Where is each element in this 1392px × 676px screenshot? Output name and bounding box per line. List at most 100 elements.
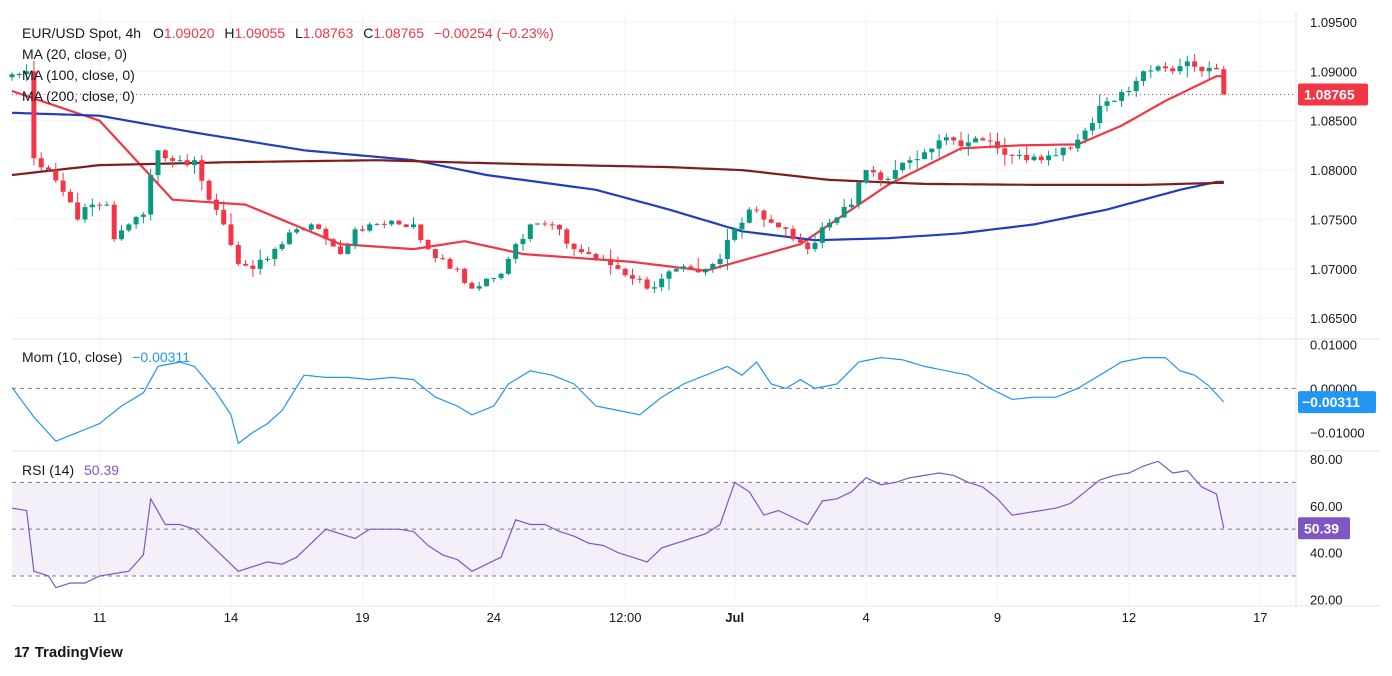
candle-body xyxy=(1133,80,1139,92)
candle-body xyxy=(710,264,716,269)
rsi-line xyxy=(11,460,1225,589)
candle-body xyxy=(936,140,942,149)
candle-body xyxy=(316,224,322,229)
candle-body xyxy=(403,224,409,228)
candle-body xyxy=(1075,139,1081,149)
candle-body xyxy=(38,158,44,168)
low-value: 1.08763 xyxy=(303,25,354,41)
price-tick: 1.07500 xyxy=(1310,212,1357,227)
momentum-value-badge xyxy=(1298,391,1376,414)
rsi-value-badge xyxy=(1298,517,1350,540)
rsi-tick: 80.00 xyxy=(1310,452,1343,467)
candle-body xyxy=(578,249,584,253)
candle-body xyxy=(659,278,665,288)
candle-body xyxy=(425,239,431,250)
candle-body xyxy=(31,71,37,159)
candles xyxy=(9,54,1227,294)
open-value: 1.09020 xyxy=(164,25,215,41)
candle-body xyxy=(491,277,497,279)
candle-body xyxy=(89,204,95,208)
candle-body xyxy=(155,150,161,175)
candle-body xyxy=(732,229,738,240)
momentum-tick: 0.01000 xyxy=(1310,337,1357,352)
tradingview-brand[interactable]: 17 TradingView xyxy=(14,644,123,661)
candle-body xyxy=(1104,101,1110,106)
candle-body xyxy=(958,140,964,147)
candle-body xyxy=(615,265,621,269)
candle-body xyxy=(265,258,270,260)
ma100-legend: MA (100, close, 0) xyxy=(22,67,135,83)
candle-body xyxy=(703,268,708,273)
price-tick: 1.09000 xyxy=(1310,64,1357,79)
rsi-value: 50.39 xyxy=(84,462,119,478)
pane-separators xyxy=(12,12,1380,607)
tradingview-logo-icon: 17 xyxy=(14,644,30,661)
candle-body xyxy=(922,152,927,160)
candle-body xyxy=(856,182,862,205)
candle-body xyxy=(1009,154,1015,156)
candle-body xyxy=(1170,68,1176,72)
candle-body xyxy=(827,222,833,228)
candle-body xyxy=(294,229,300,233)
candle-body xyxy=(673,268,679,272)
candle-body xyxy=(140,214,146,217)
candle-body xyxy=(82,207,88,220)
candle-body xyxy=(651,287,657,289)
last-price-value: 1.08765 xyxy=(1304,86,1355,102)
candle-body xyxy=(527,224,533,239)
candle-body xyxy=(549,224,555,226)
candle-body xyxy=(608,258,614,266)
ma20-legend: MA (20, close, 0) xyxy=(22,46,127,62)
candle-body xyxy=(535,223,541,225)
candle-body xyxy=(571,243,577,250)
candle-body xyxy=(440,258,446,260)
candle-body xyxy=(995,141,1000,149)
candle-body xyxy=(505,258,511,274)
momentum-badge-value: −0.00311 xyxy=(1302,394,1360,410)
candle-body xyxy=(1038,156,1044,161)
candle-body xyxy=(97,204,103,206)
candle-body xyxy=(235,244,241,264)
candle-body xyxy=(637,278,643,280)
ma200-legend: MA (200, close, 0) xyxy=(22,88,135,104)
x-tick: 12 xyxy=(1122,610,1136,625)
candle-body xyxy=(892,170,898,179)
candle-body xyxy=(593,254,599,259)
candle-body xyxy=(965,142,971,147)
high-value: 1.09055 xyxy=(234,25,285,41)
candle-body xyxy=(16,74,22,76)
candle-body xyxy=(1192,61,1198,67)
candle-body xyxy=(746,209,752,223)
candle-body xyxy=(768,219,774,223)
candle-body xyxy=(900,162,906,171)
candle-body xyxy=(1016,155,1022,157)
candle-body xyxy=(834,217,840,223)
price-chart[interactable]: 1.09500 1.09000 1.08500 1.08000 1.07500 … xyxy=(0,0,1392,640)
candle-body xyxy=(1126,91,1132,93)
candle-body xyxy=(286,232,292,245)
candle-body xyxy=(973,138,979,143)
candle-body xyxy=(783,227,789,229)
candle-body xyxy=(476,286,482,289)
candle-body xyxy=(914,159,920,161)
candle-body xyxy=(462,268,468,283)
candle-body xyxy=(1206,67,1212,72)
candle-body xyxy=(454,268,460,270)
candle-body xyxy=(724,239,730,259)
candle-body xyxy=(980,138,986,141)
candle-body xyxy=(1002,148,1008,155)
candle-body xyxy=(1177,66,1183,72)
candle-body xyxy=(739,222,745,230)
candle-body xyxy=(148,175,154,215)
candle-body xyxy=(754,209,760,211)
candle-body xyxy=(119,230,124,240)
candle-body xyxy=(199,160,205,181)
x-tick: 17 xyxy=(1253,610,1267,625)
candle-body xyxy=(600,258,606,260)
candle-body xyxy=(432,249,438,259)
candle-body xyxy=(542,223,548,225)
candle-body xyxy=(498,273,504,278)
candle-body xyxy=(367,224,373,231)
x-tick: 9 xyxy=(994,610,1001,625)
candle-body xyxy=(67,191,73,203)
